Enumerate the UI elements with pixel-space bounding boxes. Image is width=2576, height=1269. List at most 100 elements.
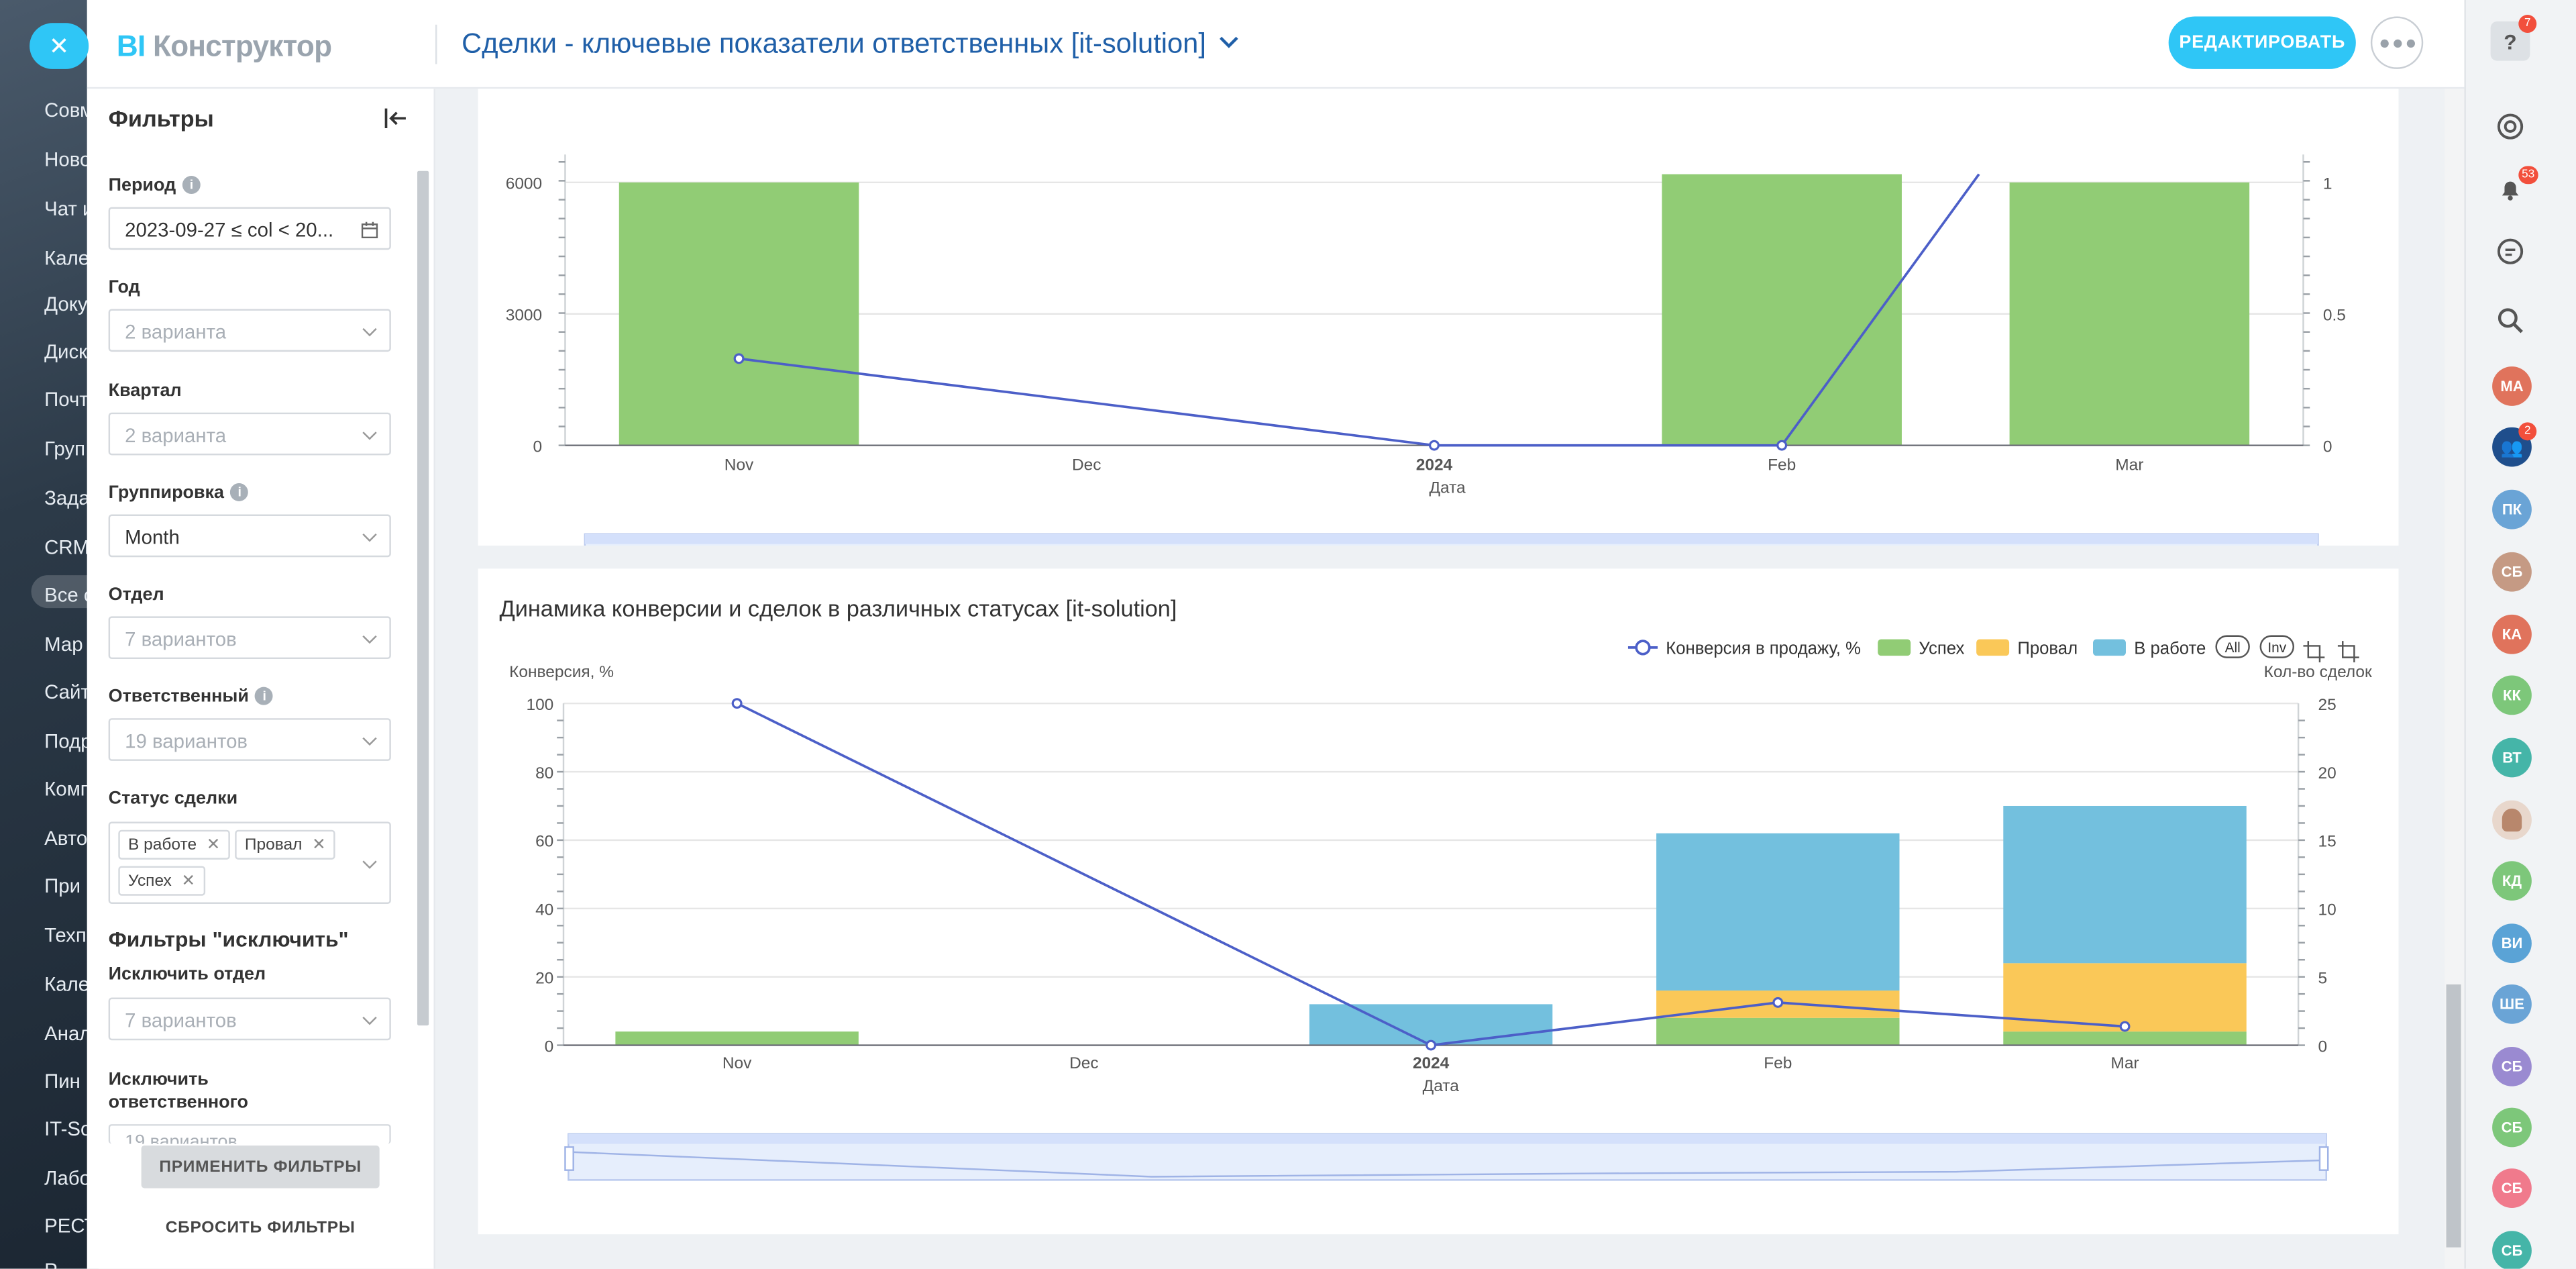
y-right-tick-label: 0 <box>2318 1037 2328 1056</box>
dot-icon <box>2379 38 2388 47</box>
responsible-label-text: Ответственный <box>108 687 249 707</box>
series-line <box>736 702 2125 1047</box>
dashboard-title[interactable]: Сделки - ключевые показатели ответственн… <box>462 28 1206 60</box>
user-avatar[interactable]: КД <box>2492 861 2532 901</box>
background-menu-item: Подр <box>44 729 92 753</box>
help-badge: 7 <box>2518 15 2537 33</box>
dot-icon <box>2406 38 2414 47</box>
user-avatar[interactable]: КК <box>2492 675 2532 715</box>
deal-status-select[interactable]: В работе ✕ Провал ✕ Успех ✕ <box>108 821 391 904</box>
bar <box>2009 182 2250 446</box>
exclude-responsible-value: 19 вариантов <box>125 1132 237 1144</box>
remove-tag-icon[interactable]: ✕ <box>181 872 196 891</box>
period-field[interactable]: 2023-09-27 ≤ col < 20... <box>108 207 391 250</box>
y-right-tick-label: 10 <box>2318 901 2337 919</box>
calendar-icon <box>361 221 378 239</box>
user-avatar[interactable]: СБ <box>2492 552 2532 592</box>
user-avatar[interactable]: ПК <box>2492 489 2532 529</box>
chevron-down-icon <box>362 860 377 869</box>
sync-button[interactable] <box>2491 107 2530 146</box>
legend-label: Провал <box>2017 640 2078 658</box>
chevron-down-icon <box>362 737 377 746</box>
exclude-responsible-label: Исключить ответственного <box>109 1068 248 1115</box>
filters-scrollbar[interactable] <box>414 148 430 1117</box>
collapse-panel-icon[interactable] <box>383 105 409 132</box>
exclude-department-label: Исключить отдел <box>108 964 266 984</box>
line-point <box>731 698 743 709</box>
chat-button[interactable] <box>2491 232 2530 271</box>
user-avatar[interactable]: СБ <box>2492 1047 2532 1086</box>
user-avatar[interactable]: СБ <box>2492 1168 2532 1209</box>
x-tick-label: Mar <box>2110 1054 2139 1072</box>
quarter-label: Квартал <box>108 381 182 401</box>
sync-icon <box>2497 113 2524 140</box>
department-value: 7 вариантов <box>125 627 237 651</box>
grouping-select[interactable]: Month <box>108 514 391 558</box>
responsible-select[interactable]: 19 вариантов <box>108 718 391 761</box>
year-select[interactable]: 2 варианта <box>108 309 391 352</box>
chevron-down-icon <box>362 327 377 337</box>
remove-tag-icon[interactable]: ✕ <box>206 836 221 855</box>
background-menu-item: Р <box>44 1259 58 1269</box>
exclude-department-select[interactable]: 7 вариантов <box>108 997 391 1041</box>
user-avatar[interactable]: СБ <box>2492 1107 2532 1148</box>
chevron-down-icon <box>362 635 377 644</box>
edit-button[interactable]: РЕДАКТИРОВАТЬ <box>2168 16 2356 69</box>
legend-toggle-all <box>2215 635 2250 658</box>
content-scrollbar[interactable] <box>2445 89 2465 1269</box>
status-tag[interactable]: Успех ✕ <box>118 866 205 896</box>
user-avatar[interactable]: ШЕ <box>2492 984 2532 1024</box>
scroll-thumb[interactable] <box>417 170 429 1026</box>
tag-label: Успех <box>128 872 172 891</box>
user-avatar[interactable]: СБ <box>2492 1231 2532 1269</box>
background-menu-item: Сайт <box>44 680 90 704</box>
department-label: Отдел <box>108 585 164 605</box>
more-button[interactable] <box>2370 16 2424 69</box>
legend-line-marker <box>1635 640 1651 656</box>
background-menu-item: Совм <box>44 98 94 122</box>
info-icon[interactable]: i <box>182 176 201 194</box>
quarter-select[interactable]: 2 варианта <box>108 412 391 456</box>
legend-swatch <box>1976 639 2010 656</box>
notifications-button[interactable] <box>2491 169 2530 209</box>
apply-filters-button[interactable]: ПРИМЕНИТЬ ФИЛЬТРЫ <box>141 1145 380 1188</box>
search-button[interactable] <box>2491 301 2530 340</box>
exclude-responsible-select[interactable]: 19 вариантов <box>108 1124 391 1144</box>
group-icon: 👥 <box>2500 438 2524 458</box>
remove-tag-icon[interactable]: ✕ <box>312 836 326 855</box>
y-left-tick-label: 6000 <box>506 175 542 193</box>
scroll-thumb[interactable] <box>2446 984 2461 1248</box>
close-slider-button[interactable]: ✕ <box>30 23 89 69</box>
background-menu-item: Почт <box>44 387 89 411</box>
user-avatar[interactable]: ВТ <box>2492 738 2532 778</box>
legend-toggle-label: All <box>2225 640 2241 656</box>
logo-text: Конструктор <box>153 30 332 63</box>
chart-card-1: 0 3000 6000 0 0.5 1 Nov Dec 2024 Feb Mar Дата <box>478 89 2399 583</box>
year-value: 2 варианта <box>125 320 227 344</box>
bar-В работе <box>1656 833 1900 991</box>
status-tag[interactable]: В работе ✕ <box>118 829 231 860</box>
background-menu-item: Зада <box>44 486 90 510</box>
reset-filters-button[interactable]: СБРОСИТЬ ФИЛЬТРЫ <box>165 1218 356 1237</box>
background-menu-item: Кале <box>44 972 90 997</box>
line-point <box>2119 1021 2131 1032</box>
zoom-select-icon <box>2303 641 2325 662</box>
user-avatar[interactable]: ВИ <box>2492 923 2532 964</box>
user-avatar[interactable]: МА <box>2492 366 2532 406</box>
info-icon[interactable]: i <box>230 483 249 501</box>
status-tag[interactable]: Провал ✕ <box>235 829 336 860</box>
user-avatar[interactable]: КА <box>2492 614 2532 654</box>
department-select[interactable]: 7 вариантов <box>108 616 391 660</box>
legend-label: Конверсия в продажу, % <box>1666 640 1861 658</box>
line-point <box>1429 440 1440 451</box>
grouping-label-text: Группировка <box>108 483 225 503</box>
chart-card-2: Динамика конверсии и сделок в различных … <box>478 568 2399 1235</box>
exclude-filters-title: Фильтры "исключить" <box>108 927 349 952</box>
zoom-handle-left <box>564 1146 574 1171</box>
close-icon: ✕ <box>48 32 70 61</box>
user-photo-avatar[interactable] <box>2492 800 2532 840</box>
info-icon[interactable]: i <box>255 687 274 705</box>
chevron-down-icon[interactable] <box>1218 30 1240 52</box>
y-right-tick-label: 0 <box>2323 438 2332 456</box>
